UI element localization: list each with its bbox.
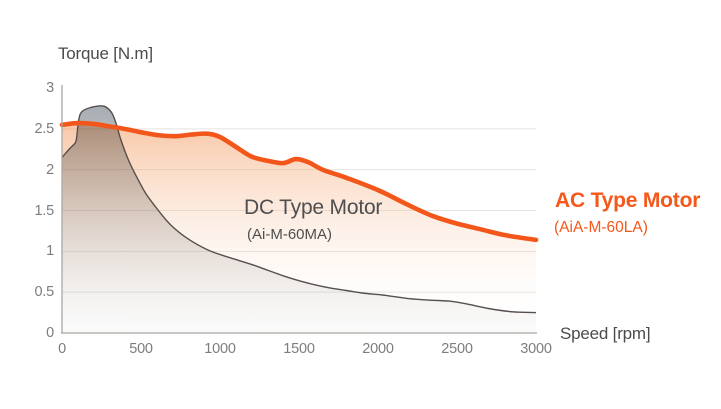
y-tick-label: 1 <box>46 243 54 260</box>
dc-model-label: (Ai-M-60MA) <box>247 226 332 243</box>
ac-curve-line <box>59 120 539 243</box>
y-tick-label: 0 <box>46 325 54 341</box>
x-tick-label: 1500 <box>283 341 315 357</box>
dc-curve-line <box>61 105 537 314</box>
x-tick-label: 1000 <box>204 341 236 357</box>
y-tick-label: 2.5 <box>34 120 54 137</box>
ac-curve-label: AC Type Motor <box>555 189 701 212</box>
x-tick-label: 500 <box>129 341 153 357</box>
dc-area-fill <box>62 105 536 333</box>
dc-curve-label: DC Type Motor <box>244 196 383 219</box>
ac-model-label: (AiA-M-60LA) <box>554 219 648 236</box>
y-axis-title: Torque [N.m] <box>58 44 153 63</box>
x-tick-label: 0 <box>58 341 66 357</box>
y-tick-label: 0.5 <box>34 284 54 301</box>
y-tick-label: 3 <box>46 80 54 96</box>
x-tick-label: 3000 <box>520 341 552 357</box>
y-tick-label: 2 <box>46 161 54 178</box>
y-tick-label: 1.5 <box>34 202 54 219</box>
x-tick-label: 2000 <box>362 341 394 357</box>
x-tick-label: 2500 <box>441 341 473 357</box>
x-axis-title: Speed [rpm] <box>560 324 651 343</box>
